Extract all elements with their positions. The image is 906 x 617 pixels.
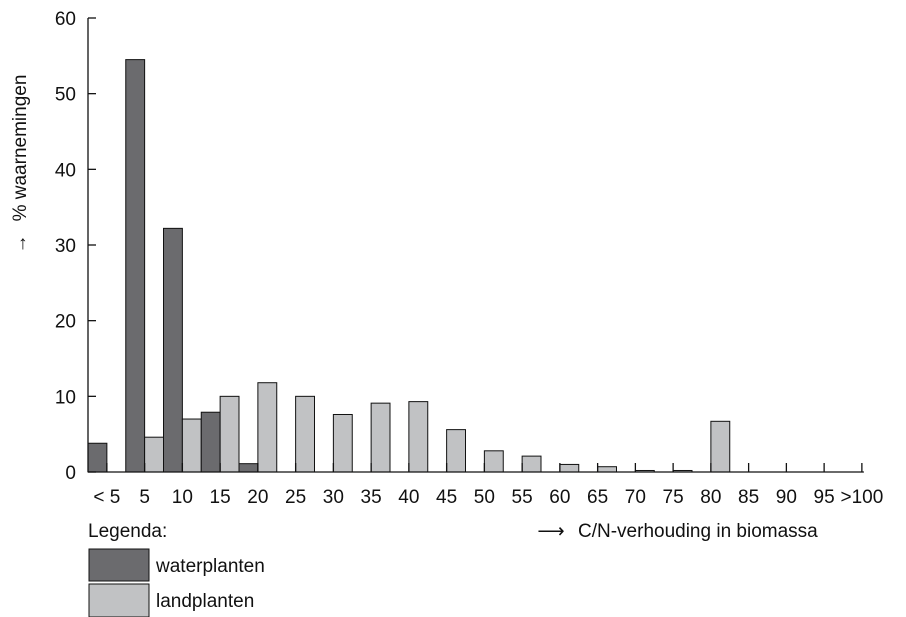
bar-landplanten-16 — [710, 420, 731, 473]
bar-landplanten-6 — [332, 413, 353, 473]
x-tick-label: < 5 — [93, 487, 120, 508]
x-tick-label: 25 — [285, 487, 306, 508]
legend-swatch-waterplanten — [88, 548, 150, 582]
bar-landplanten-9 — [446, 429, 466, 473]
y-tick-label: 0 — [65, 463, 76, 484]
y-tick-labels: 0 10 20 30 40 50 60 — [55, 9, 76, 484]
axes-group — [87, 17, 864, 473]
y-tick-label: 30 — [55, 236, 76, 257]
legend-title: Legenda: — [88, 521, 167, 542]
bar-landplanten-10 — [483, 450, 504, 473]
x-tick-label: >100 — [840, 487, 883, 508]
bar-waterplanten-4 — [238, 463, 259, 473]
y-tick-label: 40 — [55, 160, 76, 181]
x-tick-label: 65 — [587, 487, 608, 508]
bar-landplanten-5 — [295, 395, 315, 473]
legend-label-waterplanten: waterplanten — [155, 556, 265, 577]
bar-landplanten-3 — [219, 395, 240, 473]
x-tick-label: 70 — [625, 487, 646, 508]
bar-landplanten-4 — [257, 382, 278, 473]
x-tick-labels: < 5 5 10 15 20 25 30 35 40 45 50 55 60 65 70 75 80 85 90 95… — [93, 487, 883, 508]
y-tick-label: 20 — [55, 312, 76, 333]
x-tick-label: 35 — [361, 487, 382, 508]
bar-waterplanten-1 — [125, 59, 146, 473]
y-tick-label: 50 — [55, 85, 76, 106]
x-tick-label: 5 — [139, 487, 150, 508]
x-axis-arrow: ⟶ — [537, 521, 564, 542]
x-tick-label: 95 — [814, 487, 835, 508]
bar-waterplanten-3 — [200, 411, 221, 473]
x-tick-label: 60 — [549, 487, 570, 508]
y-axis-arrow: → — [10, 235, 31, 254]
y-axis-title: % waarnemingen — [10, 75, 31, 222]
x-tick-label: 10 — [172, 487, 193, 508]
y-tick-label: 10 — [55, 387, 76, 408]
bar-waterplanten-0 — [87, 442, 108, 473]
x-tick-label: 80 — [700, 487, 721, 508]
legend-label-landplanten: landplanten — [156, 591, 254, 612]
x-tick-label: 30 — [323, 487, 344, 508]
x-axis-title: C/N-verhouding in biomassa — [578, 521, 818, 542]
legend-swatch-landplanten — [88, 583, 150, 617]
x-tick-label: 85 — [738, 487, 759, 508]
bar-landplanten-13 — [597, 466, 617, 473]
bar-landplanten-2 — [181, 418, 202, 473]
x-tick-label: 55 — [512, 487, 533, 508]
x-tick-label: 90 — [776, 487, 797, 508]
x-tick-label: 75 — [663, 487, 684, 508]
bar-landplanten-7 — [370, 402, 391, 473]
bar-landplanten-1 — [144, 436, 164, 473]
bar-landplanten-12 — [559, 463, 580, 473]
bar-waterplanten-2 — [163, 227, 183, 473]
x-tick-label: 50 — [474, 487, 495, 508]
y-tick-label: 60 — [55, 9, 76, 30]
x-tick-label: 20 — [247, 487, 268, 508]
x-tick-label: 45 — [436, 487, 457, 508]
bars-group — [87, 59, 731, 473]
bar-landplanten-8 — [408, 401, 429, 473]
x-tick-label: 15 — [210, 487, 231, 508]
bar-landplanten-11 — [521, 455, 542, 473]
x-tick-label: 40 — [398, 487, 419, 508]
